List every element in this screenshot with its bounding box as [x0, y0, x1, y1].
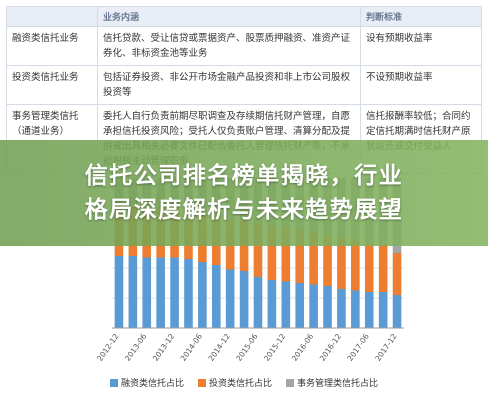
- x-tick-label: 2012-12: [95, 332, 120, 363]
- x-tick-label: 2015-06: [234, 332, 259, 363]
- banner-title-line-2: 格局深度解析与未来趋势展望: [84, 197, 404, 223]
- bar-segment: [364, 292, 374, 328]
- row-category: 融资类信托业务: [6, 26, 98, 66]
- bar-segment: [267, 226, 277, 280]
- x-tick-label: 2013-12: [151, 332, 176, 363]
- legend-label: 事务管理类信托占比: [297, 379, 379, 389]
- row-category: 投资类信托业务: [6, 65, 98, 105]
- row-content: 包括证券投资、非公开市场金融产品投资和非上市公司股权投资等: [97, 65, 361, 105]
- header-criteria: 判断标准: [360, 6, 482, 27]
- x-tick-label: 2016-06: [290, 332, 315, 363]
- bar-segment: [253, 223, 263, 277]
- bar-segment: [225, 269, 235, 328]
- bar-segment: [323, 286, 332, 328]
- bar-segment: [253, 277, 263, 328]
- bar-segment: [351, 239, 360, 291]
- bar-segment: [184, 259, 193, 328]
- bar-segment: [309, 232, 318, 285]
- header-category: [6, 6, 98, 27]
- table-header-row: 业务内涵 判断标准: [6, 6, 482, 27]
- legend-label: 融资类信托占比: [120, 379, 184, 389]
- bar-segment: [295, 229, 305, 283]
- table-row: 投资类信托业务 包括证券投资、非公开市场金融产品投资和非上市公司股权投资等 不设…: [6, 65, 482, 105]
- chart-legend: 融资类信托占比 投资类信托占比 事务管理类信托占比: [0, 376, 488, 389]
- legend-item: 融资类信托占比: [109, 376, 184, 389]
- bar-segment: [128, 256, 138, 328]
- bar-segment: [323, 235, 332, 286]
- bar-segment: [170, 257, 179, 328]
- bar-segment: [114, 256, 124, 328]
- legend-item: 事务管理类信托占比: [286, 376, 378, 389]
- row-criteria: 不设预期收益率: [360, 65, 482, 105]
- x-tick-label: 2017-06: [346, 332, 371, 363]
- x-tick-label: 2014-12: [206, 332, 231, 363]
- bar-segment: [267, 280, 277, 328]
- bar-segment: [239, 271, 249, 328]
- bar-segment: [156, 257, 165, 328]
- bar-segment: [392, 295, 402, 328]
- bar-segment: [364, 242, 374, 292]
- legend-item: 投资类信托占比: [197, 376, 272, 389]
- bar-segment: [351, 290, 360, 328]
- banner-title-line-1: 信托公司排名榜单揭晓，行业: [84, 163, 404, 189]
- bar-segment: [309, 284, 318, 328]
- x-tick-label: 2015-12: [262, 332, 287, 363]
- bar-segment: [392, 253, 402, 295]
- bar-segment: [142, 257, 152, 328]
- x-tick-label: 2016-12: [318, 332, 343, 363]
- bar-segment: [378, 244, 388, 292]
- bar-segment: [295, 283, 305, 328]
- bar-segment: [211, 265, 221, 328]
- bar-segment: [337, 289, 346, 328]
- x-tick-label: 2017-12: [373, 332, 398, 363]
- row-content: 信托贷款、受让信贷或票据资产、股票质押融资、准资产证券化、非标资金池等业务: [97, 26, 361, 66]
- bar-segment: [378, 292, 388, 328]
- table-row: 融资类信托业务 信托贷款、受让信贷或票据资产、股票质押融资、准资产证券化、非标资…: [6, 26, 482, 66]
- bar-segment: [198, 262, 207, 328]
- bar-segment: [337, 238, 346, 289]
- x-tick-label: 2014-06: [179, 332, 204, 363]
- header-content: 业务内涵: [97, 6, 361, 27]
- x-tick-label: 2013-06: [123, 332, 148, 363]
- legend-swatch: [286, 378, 294, 387]
- legend-swatch: [197, 378, 206, 387]
- legend-swatch: [109, 378, 118, 387]
- row-criteria: 设有预期收益率: [360, 26, 482, 66]
- bar-segment: [281, 227, 291, 282]
- title-banner: 信托公司排名榜单揭晓，行业 格局深度解析与未来趋势展望: [0, 140, 488, 246]
- legend-label: 投资类信托占比: [208, 379, 272, 389]
- bar-segment: [281, 281, 291, 328]
